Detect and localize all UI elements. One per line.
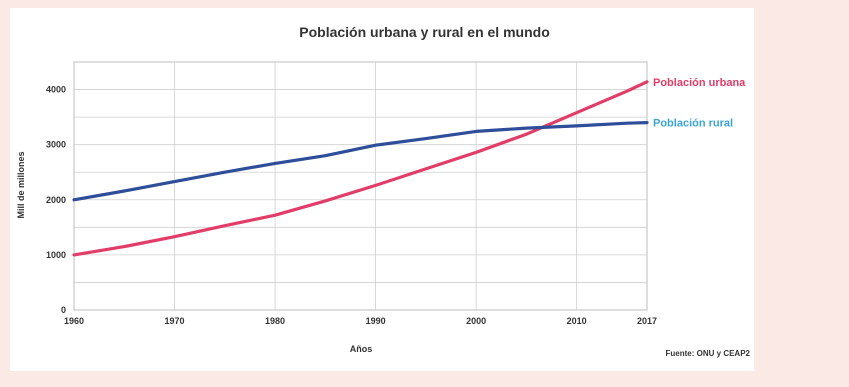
- plot-border: [73, 61, 648, 311]
- chart-title: Población urbana y rural en el mundo: [299, 24, 550, 40]
- series-line-rural: [72, 121, 649, 202]
- x-axis-label: Años: [350, 344, 373, 354]
- series-line-urban: [72, 80, 649, 257]
- x-tick-label: 1980: [265, 316, 285, 326]
- y-tick-label: 4000: [46, 85, 66, 95]
- series-label-rural: Población rural: [653, 118, 733, 130]
- y-axis-label: Mill de millones: [16, 151, 26, 218]
- source-note: Fuente: ONU y CEAP2: [666, 349, 751, 358]
- ticks: 0 1000 2000 3000 4000 1960 1970 1980 1990 2000 201…: [46, 85, 657, 326]
- y-tick-label: 0: [61, 305, 66, 315]
- y-tick-label: 1000: [46, 250, 66, 260]
- series-label-urban: Población urbana: [653, 77, 746, 89]
- x-tick-label: 1990: [366, 316, 386, 326]
- y-tick-label: 3000: [46, 140, 66, 150]
- series-lines: Población urbana Población rural: [72, 77, 746, 257]
- x-tick-label: 2000: [466, 316, 486, 326]
- x-tick-label: 2017: [637, 316, 657, 326]
- x-tick-label: 1960: [64, 316, 84, 326]
- x-tick-label: 2010: [567, 316, 587, 326]
- grid: [73, 61, 648, 311]
- y-tick-label: 2000: [46, 195, 66, 205]
- x-tick-label: 1970: [165, 316, 185, 326]
